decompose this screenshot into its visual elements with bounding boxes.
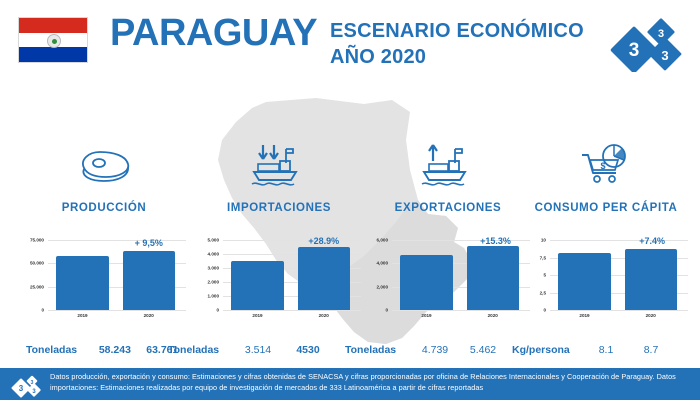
- plot-area-exportaciones: 6,000 4,000 2,000 0 2019 2020 +15.3%: [377, 236, 530, 318]
- ytick-exportaciones-3: 6,000: [376, 237, 389, 243]
- section-title-importaciones: IMPORTACIONES: [226, 202, 332, 214]
- xlabel-exportaciones-2019: 2019: [421, 313, 432, 318]
- value-exportaciones-2020: 5.462: [469, 344, 497, 356]
- unit-importaciones: Toneladas: [168, 344, 220, 356]
- ytick-consumo-0: 0: [543, 307, 546, 313]
- change-badge-produccion: + 9,5%: [134, 238, 163, 249]
- ytick-produccion-3: 75.000: [29, 237, 44, 243]
- logo-digit-1: 3: [629, 40, 640, 61]
- chart-exportaciones: 6,000 4,000 2,000 0 2019 2020 +15.3%: [358, 236, 538, 326]
- ytick-consumo-4: 10: [540, 237, 546, 243]
- value-produccion-2019: 58.243: [98, 344, 131, 356]
- 333-logo-white: 3 3 3: [11, 375, 41, 398]
- value-importaciones-2019: 3.514: [244, 344, 272, 356]
- datarow-produccion: Toneladas 58.243 63.761: [26, 340, 186, 360]
- ytick-exportaciones-0: 0: [385, 307, 388, 313]
- unit-consumo: Kg/persona: [512, 344, 570, 356]
- subtitle-line-1: ESCENARIO ECONÓMICO: [330, 20, 584, 42]
- xlabel-importaciones-2019: 2019: [252, 313, 263, 318]
- bar-exportaciones-2019[interactable]: [400, 254, 453, 310]
- ytick-importaciones-5: 5.000: [207, 237, 220, 243]
- paraguay-flag: [18, 17, 88, 63]
- section-title-produccion: PRODUCCIÓN: [61, 202, 147, 214]
- footer: 3 3 3 Datos producción, exportación y co…: [0, 368, 700, 400]
- chart-consumo: 10 7,5 5 2,5 0 2019 2020 +7.4%: [516, 236, 696, 326]
- value-importaciones-2020: 4530: [296, 344, 320, 356]
- unit-exportaciones: Toneladas: [345, 344, 397, 356]
- ytick-consumo-1: 2,5: [539, 290, 546, 295]
- svg-text:3: 3: [32, 389, 36, 395]
- xlabel-produccion-2019: 2019: [77, 313, 88, 318]
- plot-area-produccion: 75.000 50.000 25.000 0 2019 2020 + 9,5%: [30, 238, 186, 318]
- ytick-importaciones-1: 1.000: [207, 293, 220, 299]
- ytick-exportaciones-1: 2,000: [376, 284, 389, 290]
- change-badge-consumo: +7.4%: [639, 236, 665, 247]
- flag-band-red: [19, 18, 87, 33]
- subtitle-line-2: AÑO 2020: [330, 45, 427, 68]
- svg-text:3: 3: [19, 384, 24, 393]
- steak-icon: [14, 140, 194, 192]
- 333-logo: 3 3 3: [610, 18, 682, 72]
- header: PARAGUAY ESCENARIO ECONÓMICO AÑO 2020 3 …: [0, 0, 700, 92]
- value-produccion-2020: 63.761: [146, 344, 179, 356]
- datarow-importaciones: Toneladas 3.514 4530: [168, 340, 340, 360]
- value-exportaciones-2019: 4.739: [421, 344, 449, 356]
- xlabel-importaciones-2020: 2020: [318, 313, 329, 318]
- xlabel-exportaciones-2020: 2020: [487, 313, 498, 318]
- section-title-exportaciones: EXPORTACIONES: [394, 202, 502, 214]
- change-badge-importaciones: +28.9%: [308, 236, 340, 247]
- logo-digit-3: 3: [661, 48, 668, 63]
- logo-digit-2: 3: [658, 28, 664, 40]
- value-consumo-2020: 8.7: [643, 344, 659, 356]
- footer-source-text: Datos producción, exportación y consumo:…: [50, 372, 676, 393]
- unit-produccion: Toneladas: [26, 344, 78, 356]
- datarow-consumo: Kg/persona 8.1 8.7: [512, 340, 690, 360]
- bar-exportaciones-2020[interactable]: [466, 246, 519, 310]
- page-title: PARAGUAY: [110, 12, 318, 54]
- ytick-consumo-3: 7,5: [539, 255, 546, 260]
- ytick-consumo-2: 5: [543, 272, 546, 278]
- ytick-importaciones-3: 3.000: [207, 265, 220, 271]
- ytick-importaciones-2: 2.000: [207, 279, 220, 285]
- bar-importaciones-2019[interactable]: [231, 260, 284, 310]
- ytick-produccion-2: 50.000: [29, 260, 44, 266]
- cargo-ship-import-icon: [189, 140, 369, 192]
- shopping-cart-chart-icon: $: [516, 140, 696, 192]
- ytick-produccion-0: 0: [41, 307, 44, 313]
- bar-consumo-2020[interactable]: [624, 249, 677, 310]
- section-title-consumo: CONSUMO PER CÁPITA: [534, 202, 678, 214]
- section-exportaciones: EXPORTACIONES 6,000 4,000 2,000 0 2019 2…: [358, 140, 538, 355]
- plot-area-consumo: 10 7,5 5 2,5 0 2019 2020 +7.4%: [540, 236, 688, 318]
- bar-produccion-2019[interactable]: [56, 255, 109, 310]
- ytick-importaciones-0: 0: [216, 307, 219, 313]
- chart-produccion: 75.000 50.000 25.000 0 2019 2020 + 9,5%: [14, 236, 194, 326]
- ytick-importaciones-4: 4.000: [207, 251, 220, 257]
- ytick-produccion-1: 25.000: [29, 284, 44, 290]
- datarow-exportaciones: Toneladas 4.739 5.462: [345, 340, 510, 360]
- xlabel-consumo-2019: 2019: [579, 313, 590, 318]
- svg-text:$: $: [600, 161, 605, 171]
- section-consumo: $ CONSUMO PER CÁPITA 10 7,5 5 2,5 0 2019: [516, 140, 696, 355]
- xlabel-produccion-2020: 2020: [143, 313, 154, 318]
- svg-text:3: 3: [31, 380, 34, 386]
- value-consumo-2019: 8.1: [598, 344, 614, 356]
- cargo-ship-export-icon: [358, 140, 538, 192]
- change-badge-exportaciones: +15.3%: [480, 235, 511, 246]
- flag-seal-icon: [47, 34, 61, 48]
- flag-band-blue: [19, 47, 87, 62]
- xlabel-consumo-2020: 2020: [645, 313, 656, 318]
- header-subtitle: ESCENARIO ECONÓMICO AÑO 2020: [330, 19, 600, 70]
- bar-importaciones-2020[interactable]: [297, 246, 350, 310]
- section-importaciones: IMPORTACIONES 5.000 4.000 3.000 2.000 1.…: [189, 140, 369, 355]
- section-produccion: PRODUCCIÓN 75.000 50.000 25.000 0 2019 2…: [14, 140, 194, 355]
- chart-importaciones: 5.000 4.000 3.000 2.000 1.000 0 2019 202…: [189, 236, 369, 326]
- bar-produccion-2020[interactable]: [122, 250, 175, 310]
- plot-area-importaciones: 5.000 4.000 3.000 2.000 1.000 0 2019 202…: [208, 236, 361, 318]
- bar-consumo-2019[interactable]: [558, 253, 611, 310]
- ytick-exportaciones-2: 4,000: [376, 260, 389, 266]
